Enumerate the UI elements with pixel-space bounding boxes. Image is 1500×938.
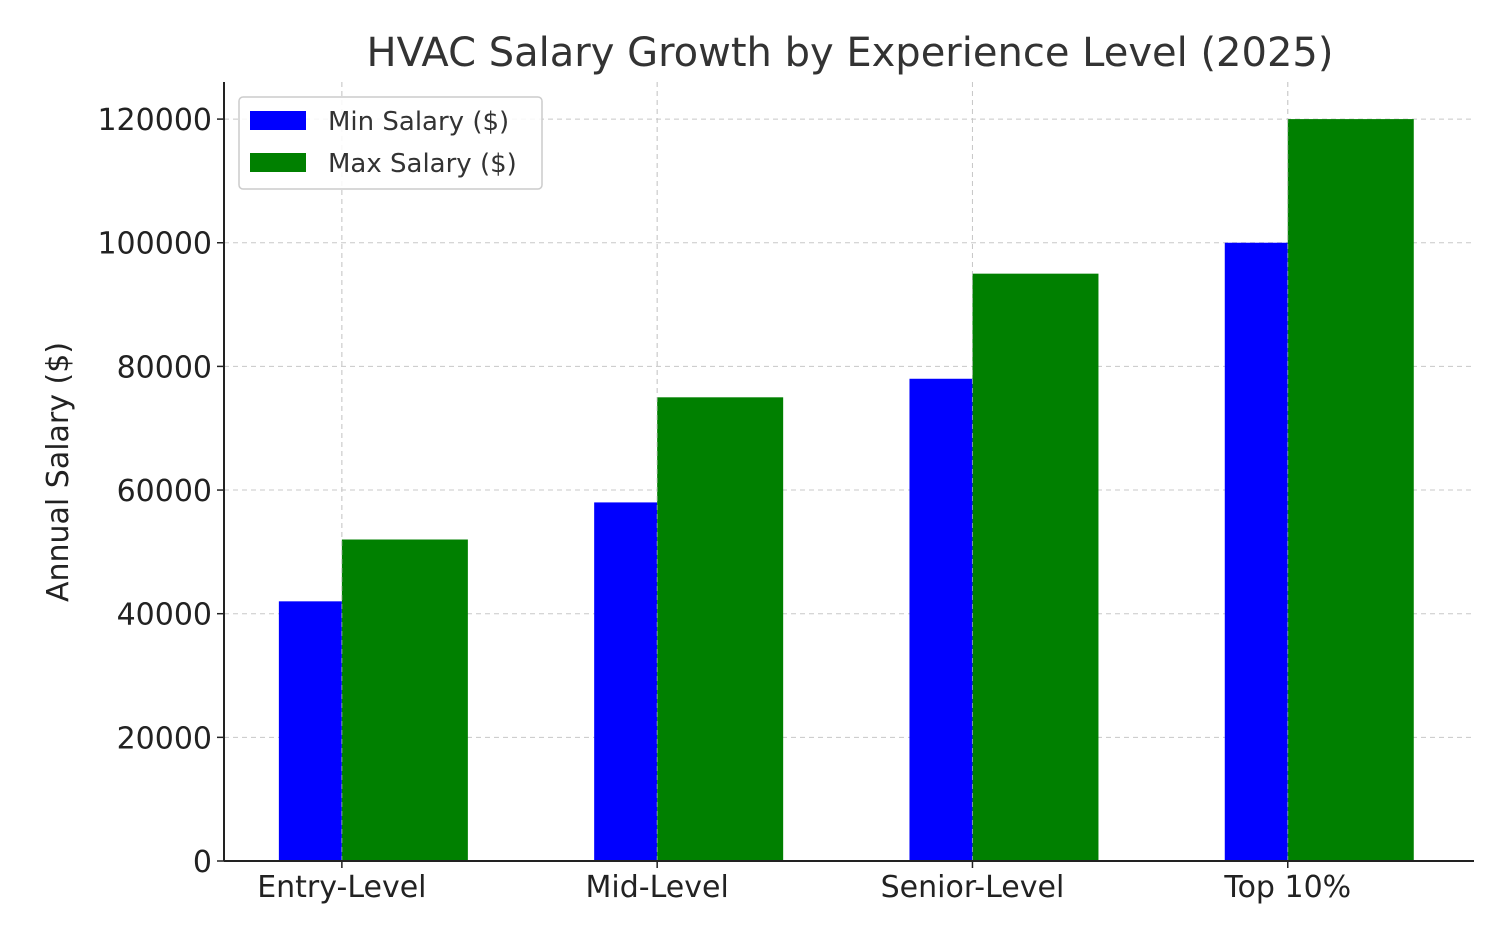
bars <box>278 82 1414 862</box>
chart-title: HVAC Salary Growth by Experience Level (… <box>367 30 1334 76</box>
bar-max-salary-3 <box>1287 119 1414 862</box>
x-tick-label-1: Mid-Level <box>586 870 729 905</box>
tick-labels: 0 20000 40000 60000 80000 100000 120000 Entry-L… <box>97 103 1351 905</box>
legend-label-max-salary: Max Salary ($) <box>328 149 517 179</box>
x-tick-label-0: Entry-Level <box>257 870 426 905</box>
bar-max-salary-1 <box>657 397 784 861</box>
x-tick-label-2: Senior-Level <box>881 870 1065 905</box>
legend-swatch-max-salary <box>250 153 306 172</box>
bar-min-salary-3 <box>1224 242 1288 861</box>
y-tick-label-1: 20000 <box>117 721 212 756</box>
bar-min-salary-1 <box>594 502 658 861</box>
legend: Min Salary ($) Max Salary ($) <box>238 96 543 190</box>
y-tick-label-3: 60000 <box>117 474 212 509</box>
bar-max-salary-2 <box>972 273 1099 862</box>
axes <box>217 82 1474 868</box>
bar-min-salary-0 <box>278 601 342 861</box>
y-tick-label-4: 80000 <box>117 350 212 385</box>
bar-min-salary-2 <box>909 378 973 861</box>
bar-max-salary-0 <box>341 539 468 861</box>
y-tick-label-5: 100000 <box>97 227 212 262</box>
y-axis-label: Annual Salary ($) <box>41 342 76 602</box>
x-tick-label-3: Top 10% <box>1223 870 1351 905</box>
y-tick-label-0: 0 <box>193 845 212 880</box>
y-tick-label-2: 40000 <box>117 598 212 633</box>
legend-frame <box>238 96 543 190</box>
y-tick-label-6: 120000 <box>97 103 212 138</box>
legend-swatch-min-salary <box>250 111 306 130</box>
legend-label-min-salary: Min Salary ($) <box>328 107 509 137</box>
